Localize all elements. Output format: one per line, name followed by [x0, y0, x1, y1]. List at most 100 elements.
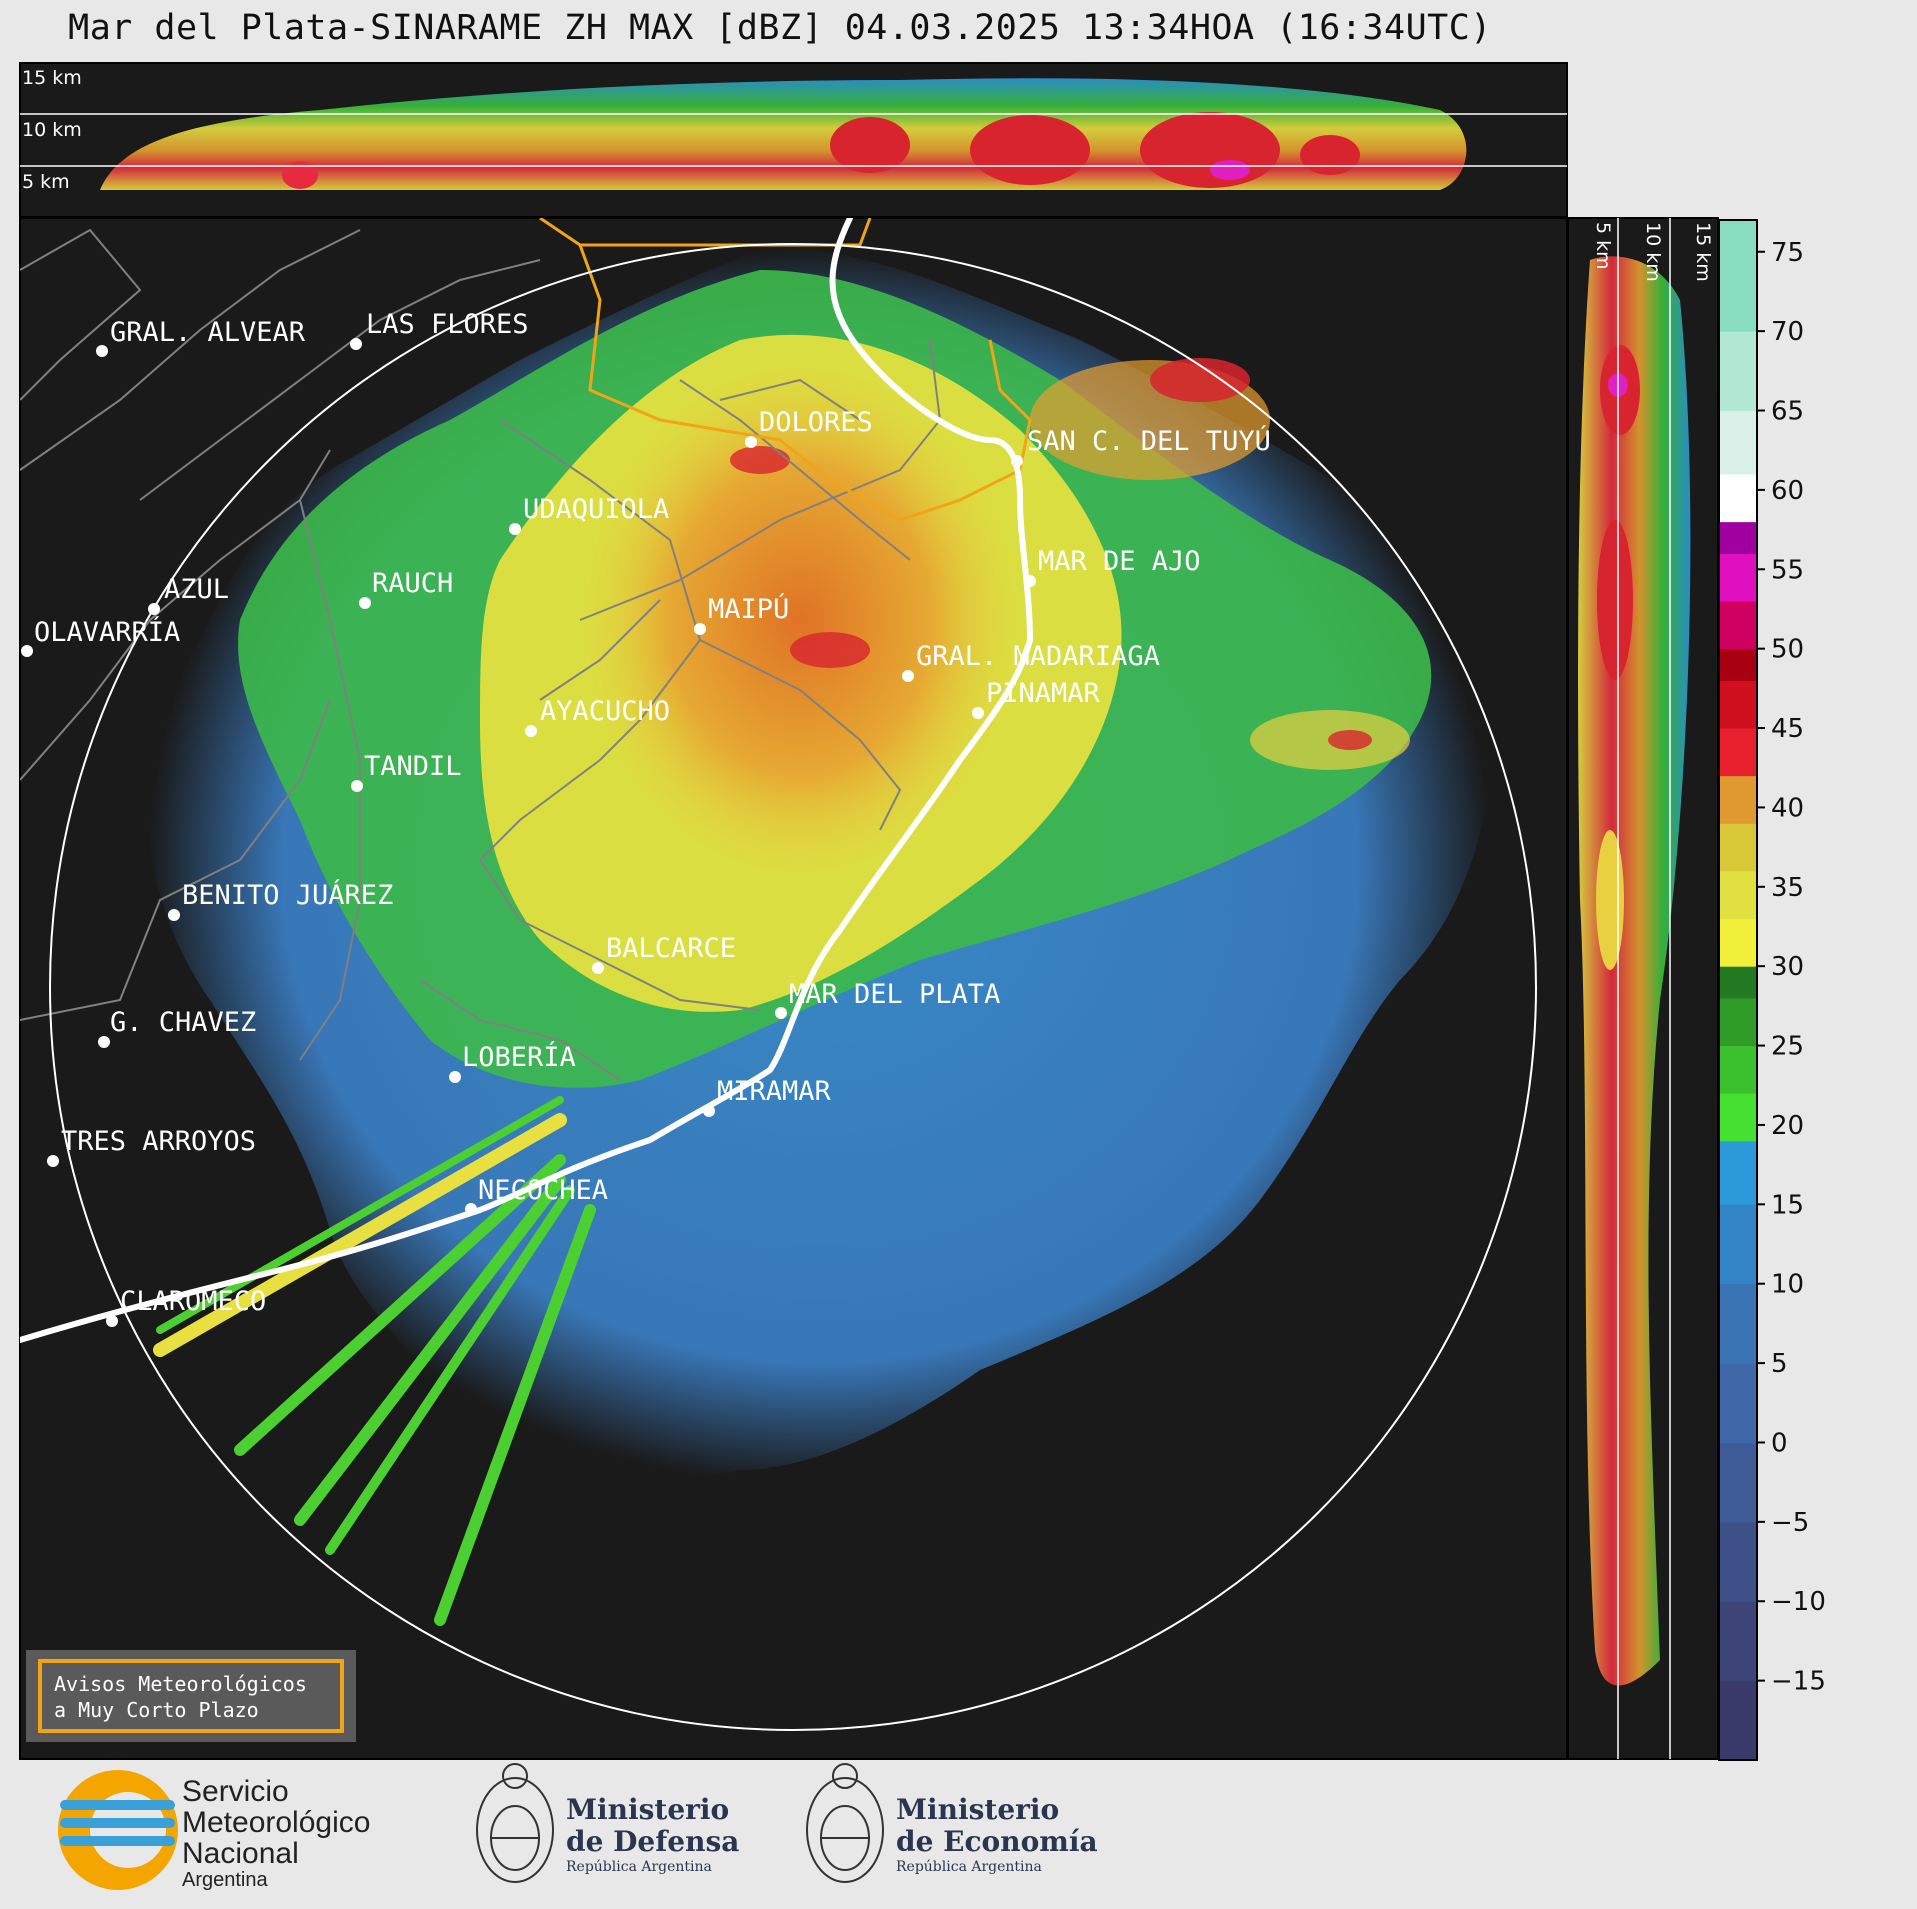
- top-height-10km: 10 km: [22, 119, 82, 141]
- top-cross-section-panel: 15 km 10 km 5 km: [19, 62, 1568, 218]
- city-marker-icon: [745, 436, 757, 448]
- smn-line-2: Meteorológico: [182, 1806, 371, 1839]
- city-label: MAR DE AJO: [1038, 546, 1201, 577]
- colorbar-band: [1719, 1283, 1757, 1364]
- smn-line-4: Argentina: [182, 1869, 268, 1891]
- colorbar-tick-label: 15: [1771, 1190, 1804, 1220]
- city-label: LOBERÍA: [462, 1041, 576, 1073]
- colorbar-band: [1719, 1521, 1757, 1602]
- colorbar-tick-label: −15: [1771, 1667, 1826, 1697]
- colorbar-tick-label: 60: [1771, 476, 1804, 506]
- coat-of-arms-defensa-icon: [476, 1763, 554, 1883]
- economia-line-1: Ministerio: [896, 1793, 1060, 1826]
- city-label: NECOCHEA: [478, 1175, 608, 1206]
- city-marker-icon: [148, 603, 160, 615]
- city-marker-icon: [775, 1007, 787, 1019]
- colorbar-band: [1719, 601, 1757, 650]
- colorbar-band: [1719, 966, 1757, 999]
- city-label: TANDIL: [364, 751, 462, 782]
- city-marker-icon: [525, 725, 537, 737]
- city-marker-icon: [1011, 455, 1023, 467]
- city-marker-icon: [21, 645, 33, 657]
- colorbar-band: [1719, 410, 1757, 475]
- city-label: UDAQUIOLA: [523, 494, 669, 525]
- city-label: AYACUCHO: [540, 696, 670, 727]
- colorbar-tick-label: 0: [1771, 1428, 1788, 1458]
- colorbar-tick-label: −10: [1771, 1587, 1826, 1617]
- main-map-panel: GRAL. ALVEAR LAS FLORES DOLORES SAN C. DEL …: [19, 217, 1568, 1760]
- colorbar-tick-label: 75: [1771, 238, 1804, 268]
- county-borders: [20, 228, 942, 1081]
- defensa-line-1: Ministerio: [566, 1793, 730, 1826]
- colorbar-band: [1719, 331, 1757, 412]
- colorbar-frame: [1718, 219, 1758, 1761]
- city-label: MIRAMAR: [717, 1076, 832, 1107]
- coastline: [20, 218, 1034, 1343]
- colorbar-band: [1719, 1204, 1757, 1285]
- colorbar-band: [1719, 680, 1757, 729]
- city-label: AZUL: [164, 574, 229, 605]
- city-marker-icon: [509, 523, 521, 535]
- city-label: GRAL. MADARIAGA: [916, 641, 1160, 672]
- colorbar-band: [1719, 1442, 1757, 1523]
- colorbar-band: [1719, 220, 1757, 332]
- city-marker-icon: [694, 623, 706, 635]
- colorbar-tick-label: 30: [1771, 952, 1804, 982]
- side-height-5km: 5 km: [1592, 222, 1614, 270]
- city-label: DOLORES: [759, 407, 873, 438]
- ministerio-defensa-logo: Ministerio de Defensa República Argentin…: [566, 1794, 739, 1876]
- colorbar-band: [1719, 521, 1757, 554]
- city-label: MAIPÚ: [708, 593, 789, 625]
- colorbar-tick-label: 40: [1771, 793, 1804, 823]
- city-label: RAUCH: [372, 568, 453, 599]
- city-marker-icon: [350, 338, 362, 350]
- city-labels: GRAL. ALVEAR LAS FLORES DOLORES SAN C. DEL …: [21, 309, 1271, 1327]
- city-marker-icon: [359, 597, 371, 609]
- defensa-line-2: de Defensa: [566, 1825, 740, 1858]
- city-label: OLAVARRÍA: [34, 616, 180, 648]
- top-height-15km: 15 km: [22, 67, 82, 89]
- colorbar-band: [1719, 1140, 1757, 1205]
- side-height-15km: 15 km: [1692, 222, 1714, 282]
- city-label: MAR DEL PLATA: [789, 979, 1000, 1010]
- side-height-10km: 10 km: [1642, 222, 1664, 282]
- side-cross-section-panel: 5 km 10 km 15 km: [1567, 217, 1719, 1760]
- city-marker-icon: [465, 1203, 477, 1215]
- avisos-button[interactable]: Avisos Meteorológicos a Muy Corto Plazo: [38, 1659, 344, 1733]
- city-label: BALCARCE: [606, 933, 736, 964]
- colorbar-tick-label: 25: [1771, 1032, 1804, 1062]
- colorbar-band: [1719, 728, 1757, 777]
- colorbar-band: [1719, 870, 1757, 920]
- city-marker-icon: [703, 1105, 715, 1117]
- colorbar-tick-label: 10: [1771, 1270, 1804, 1300]
- colorbar-tick-label: 45: [1771, 714, 1804, 744]
- city-marker-icon: [98, 1036, 110, 1048]
- city-marker-icon: [902, 670, 914, 682]
- colorbar-tick-label: 55: [1771, 555, 1804, 585]
- colorbar-band: [1719, 1363, 1757, 1443]
- colorbar-band: [1719, 775, 1757, 824]
- city-label: G. CHAVEZ: [110, 1007, 256, 1038]
- city-label: GRAL. ALVEAR: [110, 317, 306, 348]
- colorbar-band: [1719, 823, 1757, 872]
- colorbar-band: [1719, 997, 1757, 1047]
- city-marker-icon: [47, 1155, 59, 1167]
- city-label: SAN C. DEL TUYÚ: [1027, 425, 1271, 457]
- colorbar-band: [1719, 1045, 1757, 1094]
- defensa-line-3: República Argentina: [566, 1859, 712, 1875]
- colorbar-band: [1719, 474, 1757, 523]
- avisos-line-1: Avisos Meteorológicos: [54, 1672, 307, 1696]
- city-label: LAS FLORES: [366, 309, 529, 340]
- city-label: CLAROMECO: [120, 1286, 266, 1317]
- smn-line-3: Nacional: [182, 1837, 299, 1870]
- smn-line-1: Servicio: [182, 1775, 289, 1808]
- colorbar-band: [1719, 918, 1757, 967]
- chart-title: Mar del Plata-SINARAME ZH MAX [dBZ] 04.0…: [68, 8, 1492, 48]
- city-label: BENITO JUÁREZ: [182, 879, 393, 911]
- city-label: TRES ARROYOS: [61, 1126, 256, 1157]
- economia-line-3: República Argentina: [896, 1859, 1042, 1875]
- colorbar-tick-label: 50: [1771, 635, 1804, 665]
- colorbar-tick-label: 20: [1771, 1111, 1804, 1141]
- colorbar-tick-label: 65: [1771, 397, 1804, 427]
- smn-logo-icon: [58, 1770, 178, 1890]
